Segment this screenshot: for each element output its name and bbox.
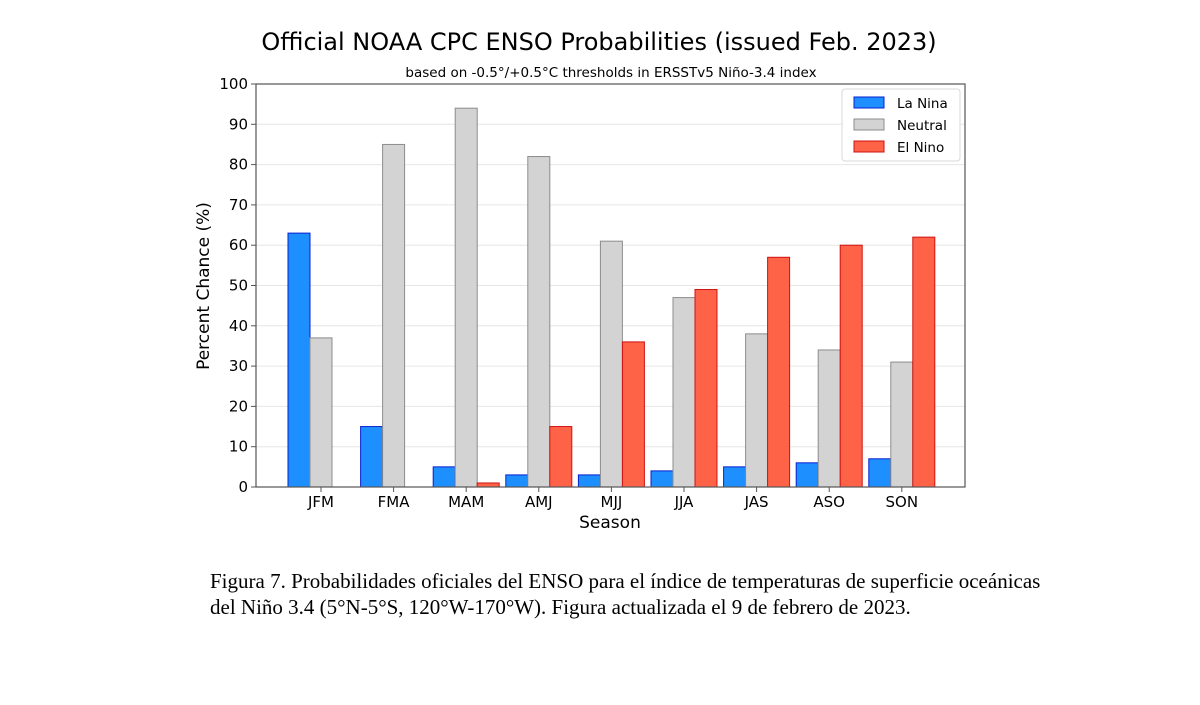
bar-neutral-aso — [817, 349, 841, 488]
bar-neutral-jas — [745, 333, 769, 488]
legend-swatch-el-nino — [853, 140, 885, 153]
y-axis-ticks: 0 10 20 30 40 50 60 70 80 90 100 — [219, 75, 256, 496]
bar-la-nina-jfm — [287, 232, 311, 488]
y-tick-label: 20 — [229, 397, 248, 415]
bar-neutral-mjj — [599, 240, 623, 488]
x-tick-label: ASO — [813, 493, 845, 511]
bar-el-nino-mjj — [621, 341, 645, 488]
bar-el-nino-jja — [694, 289, 718, 488]
chart-subtitle: based on -0.5°/+0.5°C thresholds in ERSS… — [405, 65, 816, 81]
y-tick-label: 60 — [229, 236, 248, 254]
figure-caption: Figura 7. Probabilidades oficiales del E… — [210, 569, 1041, 619]
x-tick-label: JAS — [744, 493, 769, 511]
bars — [287, 107, 936, 488]
y-tick-label: 90 — [229, 115, 248, 133]
y-tick-label: 30 — [229, 357, 248, 375]
y-tick-label: 50 — [229, 277, 248, 295]
bar-el-nino-aso — [839, 244, 863, 488]
y-tick-label: 70 — [229, 196, 248, 214]
bar-neutral-amj — [527, 156, 551, 488]
bar-la-nina-jas — [723, 466, 747, 488]
x-tick-label: MAM — [448, 493, 484, 511]
legend: La Nina Neutral El Nino — [841, 88, 961, 162]
chart-title: Official NOAA CPC ENSO Probabilities (is… — [261, 28, 936, 56]
x-tick-label: FMA — [378, 493, 411, 511]
bar-la-nina-jja — [650, 470, 674, 488]
legend-swatch-neutral — [853, 118, 885, 131]
bar-la-nina-fma — [360, 426, 384, 488]
bar-el-nino-son — [912, 236, 936, 488]
bar-la-nina-son — [868, 458, 892, 488]
bar-neutral-jja — [672, 297, 696, 488]
bar-el-nino-amj — [549, 426, 573, 488]
bar-el-nino-jas — [767, 256, 791, 488]
legend-label: La Nina — [897, 96, 948, 112]
x-tick-label: MJJ — [601, 493, 623, 511]
x-tick-label: JJA — [674, 493, 695, 511]
y-tick-label: 80 — [229, 156, 248, 174]
bar-el-nino-mam — [476, 482, 500, 488]
x-axis-label: Season — [579, 513, 641, 533]
bar-la-nina-amj — [505, 474, 529, 488]
y-tick-label: 40 — [229, 317, 248, 335]
bar-la-nina-aso — [795, 462, 819, 488]
bar-la-nina-mam — [432, 466, 456, 488]
y-axis-label: Percent Chance (%) — [194, 202, 214, 370]
bar-neutral-fma — [382, 143, 406, 488]
bar-la-nina-mjj — [577, 474, 601, 488]
y-tick-label: 100 — [219, 75, 248, 93]
x-tick-label: AMJ — [525, 493, 553, 511]
x-tick-label: JFM — [307, 493, 334, 511]
bar-neutral-jfm — [309, 337, 333, 488]
bar-neutral-son — [890, 361, 914, 488]
bar-neutral-mam — [454, 107, 478, 488]
legend-swatch-la-nina — [853, 96, 885, 109]
legend-label: Neutral — [897, 118, 947, 134]
x-axis-ticks: JFM FMA MAM AMJ MJJ JJA JAS ASO SON — [307, 487, 918, 511]
legend-label: El Nino — [897, 140, 944, 156]
x-tick-label: SON — [886, 493, 919, 511]
y-tick-label: 10 — [229, 438, 248, 456]
y-tick-label: 0 — [238, 478, 248, 496]
